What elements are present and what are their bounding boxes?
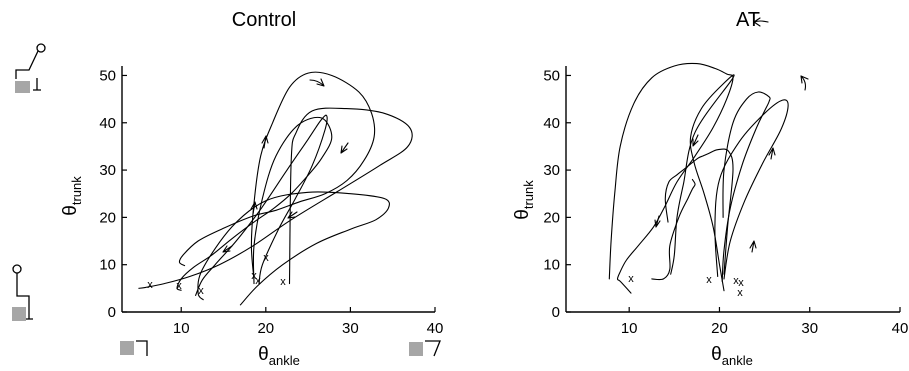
trajectory-1 [178, 71, 376, 280]
x-tick-label: 10 [173, 320, 190, 337]
y-tick-label: 50 [543, 67, 560, 84]
y-axis-label-subscript: trunk [521, 180, 536, 209]
svg-text:x: x [198, 285, 204, 297]
flexed-posture-icon [12, 264, 33, 321]
trajectory-2 [670, 74, 735, 292]
svg-text:x: x [628, 273, 634, 285]
svg-text:x: x [176, 280, 182, 292]
x-axis-label: θankle [711, 344, 753, 368]
upright-posture-icon [15, 43, 46, 93]
arrow-layer [222, 78, 349, 253]
y-tick-label: 50 [99, 67, 116, 84]
svg-text:x: x [706, 274, 712, 286]
svg-text:x: x [251, 270, 257, 282]
trajectory-4 [195, 114, 328, 296]
x-axis-label-symbol: θ [711, 344, 722, 365]
y-axis-label: θtrunk [512, 180, 536, 220]
y-tick-label: 40 [543, 115, 560, 132]
svg-text:x: x [263, 252, 269, 264]
y-tick-label: 20 [99, 209, 116, 226]
chart-title: AT [736, 9, 760, 31]
y-axis-label-subscript: trunk [69, 176, 84, 205]
control-panel: Control 10 20 30 40 0 10 20 30 40 50 x x x x x x … [12, 9, 443, 368]
x-tick-label: 30 [342, 320, 359, 337]
trajectory-4 [714, 99, 789, 280]
trajectory-6 [651, 178, 696, 281]
x-tick-label: 40 [427, 320, 444, 337]
svg-text:x: x [737, 287, 743, 299]
x-tick-label: 40 [892, 320, 909, 337]
y-tick-label: 30 [99, 162, 116, 179]
end-markers: x x x x x [628, 273, 744, 299]
x-axis-label-symbol: θ [258, 344, 269, 365]
svg-text:x: x [147, 279, 153, 291]
svg-text:x: x [738, 277, 744, 289]
x-tick-label: 20 [711, 320, 728, 337]
tick-layer: 10 20 30 40 0 10 20 30 40 50 [543, 67, 908, 337]
x-axis-label: θankle [258, 344, 300, 368]
y-axis-label: θtrunk [60, 176, 84, 216]
y-tick-label: 0 [108, 304, 116, 321]
trajectory-3 [138, 107, 413, 289]
svg-text:x: x [255, 275, 261, 287]
trajectory-layer [138, 71, 413, 306]
tick-layer: 10 20 30 40 0 10 20 30 40 50 [99, 67, 443, 337]
trajectory-3 [721, 91, 771, 282]
x-tick-label: 30 [801, 320, 818, 337]
x-tick-label: 10 [621, 320, 638, 337]
svg-text:x: x [733, 275, 739, 287]
x-tick-label: 20 [257, 320, 274, 337]
ankle-plantarflexion-icon [120, 340, 148, 356]
x-axis-label-subscript: ankle [722, 353, 753, 368]
y-axis-label-symbol: θ [60, 205, 81, 216]
end-markers: x x x x x x x [147, 252, 286, 297]
trajectory-5 [664, 148, 734, 275]
trajectory-layer [608, 62, 789, 294]
svg-text:x: x [280, 276, 286, 288]
y-tick-label: 10 [543, 257, 560, 274]
y-tick-label: 20 [543, 209, 560, 226]
arrow-layer [654, 17, 809, 253]
trajectory-2 [176, 116, 333, 291]
y-tick-label: 10 [99, 257, 116, 274]
ankle-dorsiflexion-icon [409, 340, 441, 357]
x-axis-label-subscript: ankle [269, 353, 300, 368]
y-tick-label: 0 [552, 304, 560, 321]
y-tick-label: 30 [543, 162, 560, 179]
y-axis-label-symbol: θ [512, 209, 533, 220]
chart-title: Control [232, 9, 296, 31]
trajectory-1 [608, 62, 734, 294]
y-tick-label: 40 [99, 115, 116, 132]
trajectory-5 [197, 191, 390, 306]
